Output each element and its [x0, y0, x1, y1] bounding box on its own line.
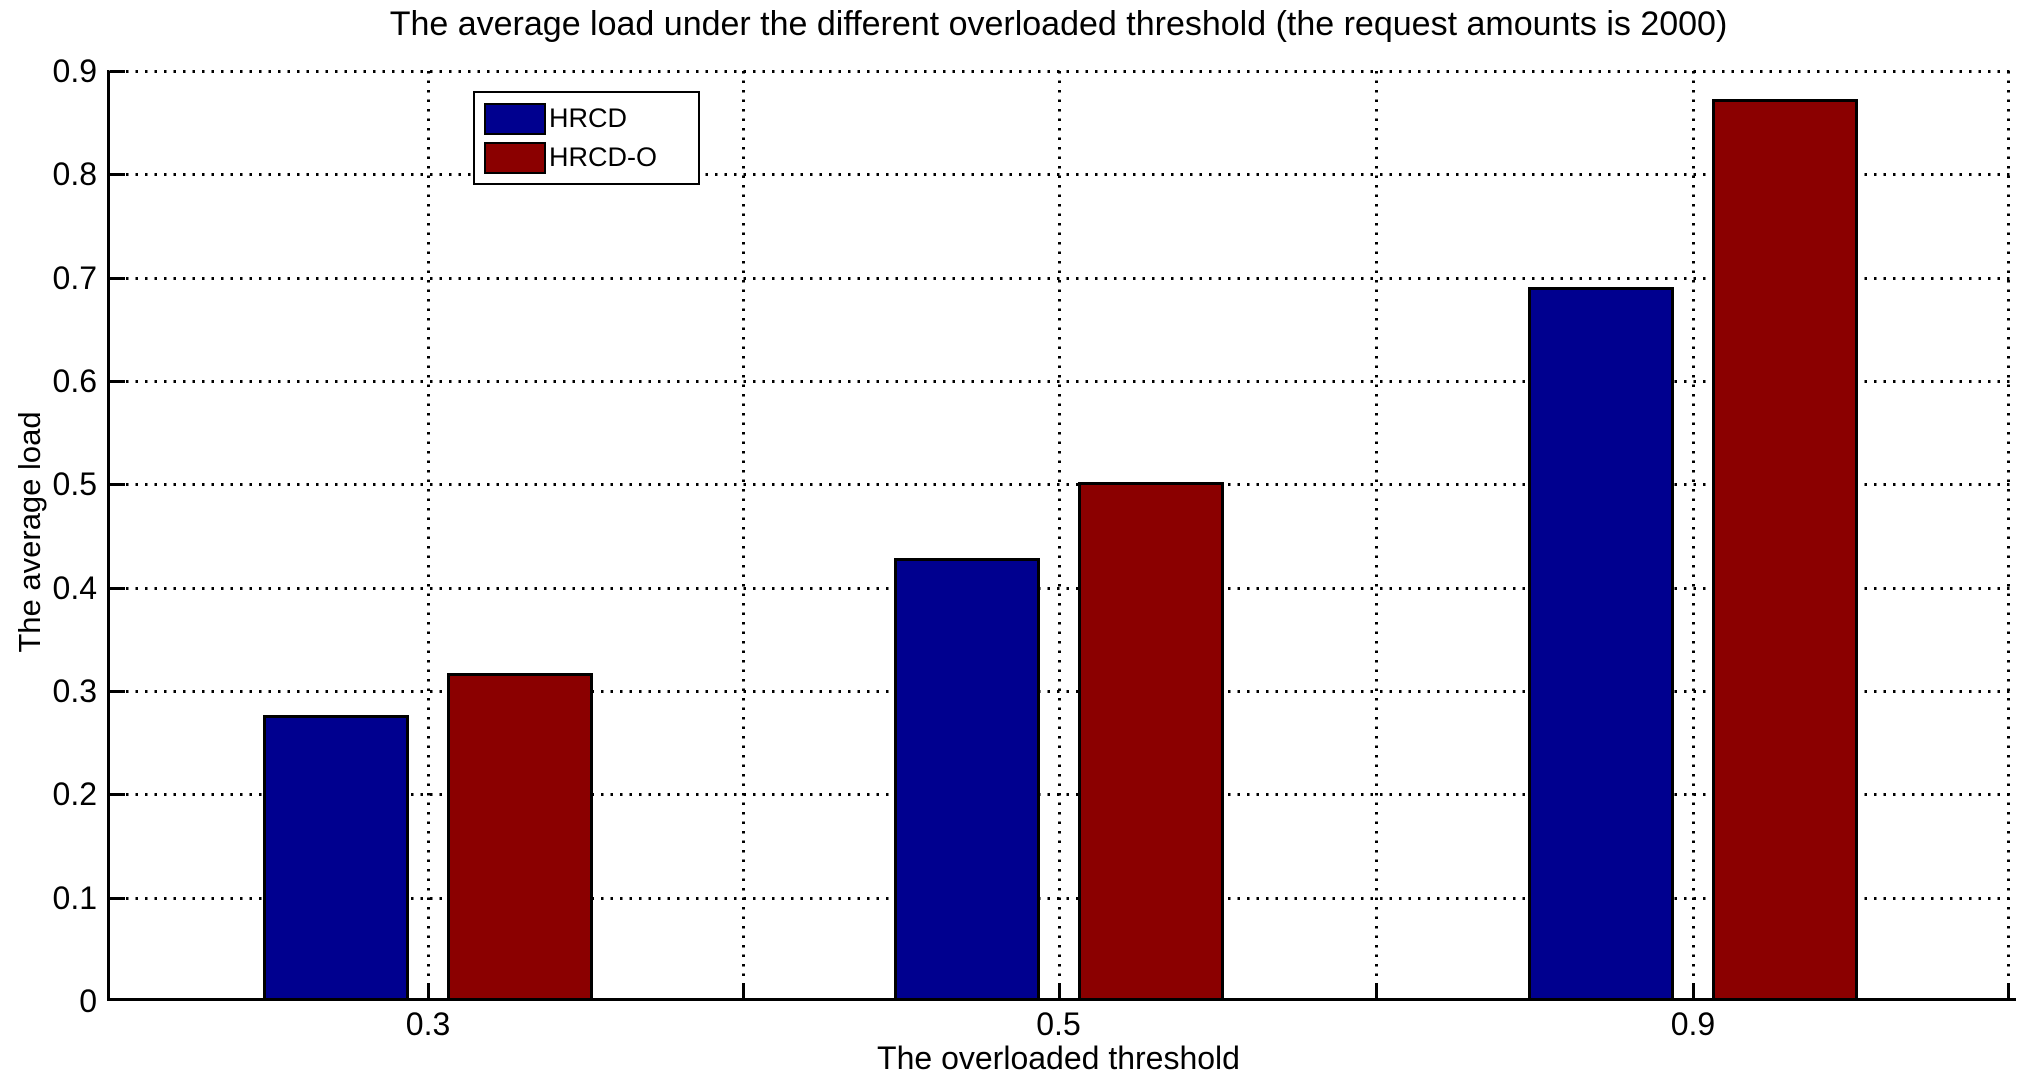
gridline-vertical — [1374, 71, 1378, 998]
y-tick-label: 0.1 — [52, 879, 97, 916]
bar-hrcd-0.5 — [894, 558, 1040, 1001]
bar-hrcd-o-0.5 — [1078, 482, 1224, 1001]
gridline-vertical — [1691, 71, 1695, 998]
y-tick-mark — [110, 793, 125, 797]
bar-hrcd-o-0.9 — [1712, 99, 1858, 1001]
gridline-vertical — [427, 71, 431, 998]
x-tick-mark — [1057, 983, 1061, 998]
x-tick-label: 0.3 — [405, 1006, 451, 1042]
x-tick-label: 0.9 — [1670, 1006, 1716, 1042]
x-tick-mark — [427, 983, 431, 998]
legend-swatch-hrcd-o — [484, 141, 546, 174]
plot-area: HRCD HRCD-O — [107, 70, 2016, 1001]
gridline-vertical — [742, 71, 746, 998]
y-tick-mark — [110, 483, 125, 487]
y-axis-label: The average load — [12, 411, 47, 653]
x-axis-label: The overloaded threshold — [877, 1040, 1240, 1076]
bar-hrcd-0.9 — [1528, 287, 1674, 1001]
chart-title: The average load under the different ove… — [389, 5, 1728, 43]
x-axis-line — [107, 998, 2016, 1001]
y-tick-label: 0.3 — [52, 673, 97, 709]
y-tick-mark — [110, 173, 125, 177]
bar-hrcd-0.3 — [263, 715, 409, 1001]
x-tick-mark — [1374, 983, 1378, 998]
y-tick-mark — [110, 70, 125, 73]
y-tick-mark — [110, 896, 125, 900]
legend-label-hrcd: HRCD — [549, 103, 627, 133]
gridline-vertical — [2007, 71, 2010, 998]
y-tick-label: 0 — [79, 983, 97, 1019]
legend-label-hrcd-o: HRCD-O — [549, 142, 657, 172]
y-tick-mark — [110, 276, 125, 280]
legend-swatch-hrcd — [484, 102, 546, 135]
y-tick-label: 0.9 — [52, 53, 97, 89]
bar-hrcd-o-0.3 — [447, 673, 593, 1001]
x-tick-mark — [742, 983, 746, 998]
legend-entry-hrcd: HRCD — [484, 102, 698, 135]
x-tick-mark — [1691, 983, 1695, 998]
x-tick-label: 0.5 — [1036, 1006, 1081, 1042]
y-tick-label: 0.2 — [52, 776, 97, 813]
y-tick-label: 0.4 — [52, 569, 97, 606]
x-tick-mark — [2007, 983, 2010, 998]
y-tick-label: 0.6 — [52, 363, 97, 399]
y-axis-line — [107, 71, 110, 1001]
y-tick-label: 0.5 — [52, 466, 97, 503]
y-tick-mark — [110, 690, 125, 693]
y-tick-label: 0.7 — [52, 259, 97, 296]
legend-entry-hrcd-o: HRCD-O — [484, 141, 698, 174]
y-tick-mark — [110, 586, 125, 590]
y-tick-mark — [110, 380, 125, 383]
gridline-vertical — [1057, 71, 1061, 998]
y-tick-label: 0.8 — [52, 156, 97, 193]
legend: HRCD HRCD-O — [473, 91, 700, 185]
